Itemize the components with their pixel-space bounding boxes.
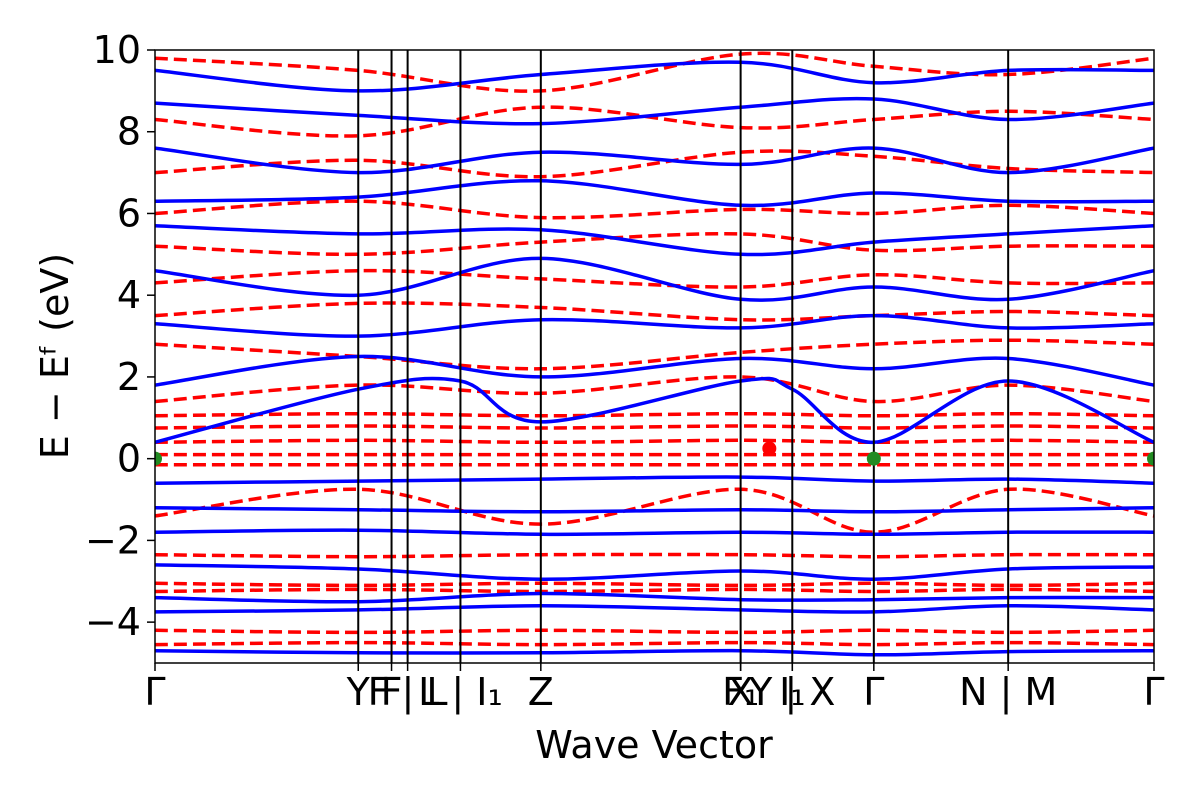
y-axis: −4 −2 0 2 4 6 8 10 bbox=[85, 28, 155, 644]
kpoint-lines bbox=[357, 50, 1010, 663]
dashed-band-line-2 bbox=[155, 587, 1154, 594]
y-tick-label-7: 10 bbox=[93, 28, 141, 72]
plot-frame bbox=[154, 49, 1155, 664]
x-axis-title: Wave Vector bbox=[535, 723, 773, 767]
y-tick-label-0: −4 bbox=[85, 600, 141, 644]
y-tick-label-3: 2 bbox=[117, 355, 141, 399]
dashed-band-line-1 bbox=[155, 628, 1154, 635]
x-tick-label-4: L | I₁ bbox=[418, 670, 503, 715]
y-tick-label-1: −2 bbox=[85, 518, 141, 562]
plot-background bbox=[155, 50, 1154, 663]
y-tick-label-2: 0 bbox=[117, 437, 141, 481]
y-axis-title: E − Eᶠ (eV) bbox=[33, 253, 77, 459]
x-tick-label-12: Γ bbox=[1143, 670, 1164, 714]
solid-band-line-7 bbox=[155, 376, 1154, 445]
x-axis: Γ Y FF | LL | I₁ Z F₁X I₁Y | X Γ N | M Γ bbox=[144, 663, 1165, 715]
dashed-band-line-16 bbox=[155, 199, 1154, 220]
y-tick-label-6: 8 bbox=[117, 110, 141, 154]
x-tick-label-6: F₁ bbox=[722, 670, 759, 714]
markers-layer bbox=[155, 441, 1154, 466]
dashed-band-line-8 bbox=[155, 438, 1154, 445]
dashed-band-line-14 bbox=[155, 268, 1154, 289]
y-tick-label-4: 4 bbox=[117, 273, 141, 317]
x-tick-label-1: Y bbox=[346, 670, 371, 714]
dashed-band-line-3 bbox=[155, 581, 1154, 588]
x-tick-label-8: I₁ bbox=[779, 670, 805, 714]
x-tick-label-11: N | M bbox=[959, 670, 1057, 715]
dashed-band-line-4 bbox=[155, 552, 1154, 559]
marker-point-2 bbox=[866, 451, 881, 466]
dashed-band-line-0 bbox=[155, 640, 1154, 647]
y-tick-label-5: 6 bbox=[117, 191, 141, 235]
x-tick-label-7: X bbox=[728, 670, 754, 714]
marker-point-0 bbox=[155, 451, 162, 466]
marker-point-1 bbox=[762, 441, 777, 456]
x-tick-label-5: Z bbox=[528, 670, 554, 714]
x-tick-label-9: Y | X bbox=[748, 670, 835, 715]
dashed-band-line-10 bbox=[155, 411, 1154, 418]
x-tick-label-0: Γ bbox=[144, 670, 165, 714]
dashed-band-line-9 bbox=[155, 424, 1154, 430]
x-tick-label-2: F bbox=[381, 670, 403, 714]
x-tick-label-3: F | L bbox=[368, 670, 448, 715]
marker-point-3 bbox=[1147, 451, 1154, 466]
dashed-band-line-13 bbox=[155, 301, 1154, 322]
x-tick-label-10: Γ bbox=[863, 670, 884, 714]
